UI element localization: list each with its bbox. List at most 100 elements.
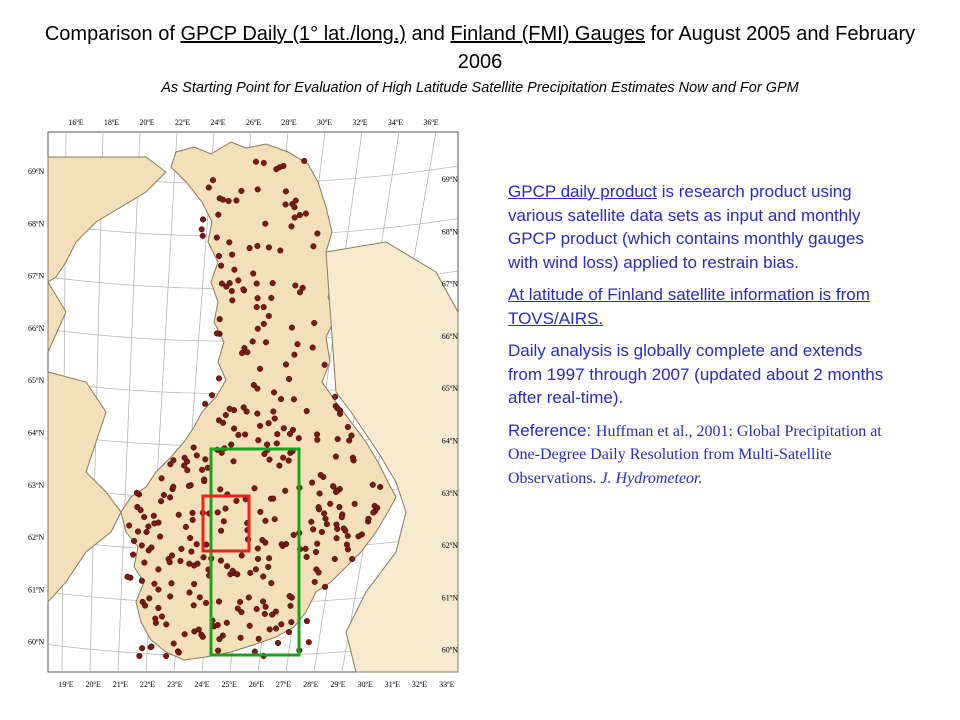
station-dot: [255, 635, 262, 642]
para-tovs: At latitude of Finland satellite informa…: [508, 283, 890, 330]
station-dot: [338, 514, 345, 521]
sweden-coast: [47, 280, 122, 604]
top-lon-label: 30ºE: [317, 118, 332, 127]
station-dot: [334, 436, 341, 443]
station-dot: [254, 325, 261, 332]
station-dot: [199, 216, 207, 223]
station-dot: [351, 500, 358, 507]
station-dot: [187, 534, 194, 542]
station-dot: [199, 232, 206, 239]
station-dot: [348, 432, 355, 439]
station-dot: [262, 517, 269, 524]
station-dot: [223, 619, 230, 626]
station-dot: [344, 546, 351, 553]
station-dot: [346, 437, 353, 444]
station-dot: [193, 452, 200, 459]
station-dot: [305, 639, 312, 646]
station-dot: [253, 303, 260, 311]
station-dot: [244, 349, 251, 356]
reference-label: Reference:: [508, 420, 596, 440]
station-dot: [239, 349, 246, 357]
right-latitude-labels: 69ºN 68ºN 67ºN 66ºN 65ºN 64ºN 63ºN 62ºN 61ºN 60ºN: [442, 175, 458, 655]
station-dot: [234, 605, 241, 612]
station-dot: [160, 491, 167, 499]
bottom-lon-label: 24ºE: [194, 680, 209, 689]
station-dot: [241, 344, 248, 352]
station-dot: [254, 295, 261, 302]
station-dot: [256, 365, 264, 372]
slide-title: Comparison of GPCP Daily (1° lat./long.)…: [40, 20, 920, 76]
station-dot: [234, 571, 241, 578]
station-dot: [365, 515, 372, 522]
station-dot: [163, 652, 170, 660]
station-dot: [146, 595, 153, 602]
station-dot: [238, 552, 245, 559]
station-dot: [260, 159, 267, 166]
station-dot: [265, 312, 272, 320]
station-dot: [205, 184, 212, 191]
station-dot: [228, 441, 235, 448]
station-dot: [229, 567, 236, 574]
station-dot: [215, 647, 222, 654]
station-dot: [277, 396, 285, 403]
station-dot: [138, 577, 145, 584]
station-dot: [288, 619, 295, 626]
station-dot: [370, 509, 377, 516]
right-lat-label: 64ºN: [442, 437, 458, 446]
station-dot: [276, 462, 283, 469]
station-dot: [254, 186, 261, 193]
title-link-gpcp[interactable]: GPCP Daily (1° lat./long.): [180, 23, 406, 45]
station-dot: [344, 423, 351, 431]
left-lat-label: 69ºN: [28, 167, 44, 176]
gpcp-daily-link[interactable]: GPCP daily product: [508, 182, 657, 201]
station-dot: [278, 541, 285, 548]
station-dot: [200, 554, 207, 561]
right-lat-label: 66ºN: [442, 332, 458, 341]
station-dot: [332, 393, 339, 400]
station-dot: [314, 230, 321, 237]
station-dot: [303, 553, 310, 560]
right-lat-label: 65ºN: [442, 384, 458, 393]
top-lon-label: 26ºE: [246, 118, 261, 127]
station-dot: [157, 533, 164, 540]
station-dot: [228, 288, 235, 295]
station-dot: [272, 608, 279, 615]
station-dot: [308, 518, 315, 525]
title-link-fmi[interactable]: Finland (FMI) Gauges: [450, 23, 645, 45]
station-dot: [196, 594, 203, 601]
station-dot: [344, 532, 351, 539]
station-dot: [184, 467, 191, 474]
tovs-airs-link[interactable]: At latitude of Finland satellite informa…: [508, 285, 870, 328]
station-dot: [214, 621, 221, 629]
station-dot: [246, 622, 253, 629]
station-dot: [311, 578, 318, 586]
station-dot: [229, 251, 236, 258]
station-dot: [260, 320, 267, 327]
station-dot: [170, 483, 177, 490]
station-dot: [233, 197, 240, 204]
para-gpcp-text: is research product using various satell…: [508, 182, 864, 272]
station-dot: [202, 400, 209, 407]
station-dot: [181, 454, 188, 461]
station-dot: [155, 604, 162, 612]
station-dot: [170, 457, 177, 464]
station-dot: [280, 162, 287, 170]
para-gpcp: GPCP daily product is research product u…: [508, 180, 890, 274]
station-dot: [218, 262, 225, 269]
station-dot: [272, 625, 280, 632]
station-dot: [314, 540, 321, 547]
station-dot: [250, 381, 257, 389]
station-dot: [240, 404, 247, 411]
station-dot: [143, 528, 150, 536]
top-lon-label: 34ºE: [388, 118, 403, 127]
station-dot: [257, 422, 264, 429]
station-dot: [242, 431, 249, 438]
top-lon-label: 22ºE: [175, 118, 190, 127]
station-dot: [273, 440, 280, 447]
station-dot: [290, 396, 297, 403]
finland-station-map: 16ºE 18ºE 20ºE 22ºE 24ºE 26ºE 28ºE 30ºE 32ºE 34ºE…: [26, 112, 460, 692]
station-dot: [191, 580, 198, 588]
station-dot: [224, 563, 231, 570]
bottom-lon-label: 22ºE: [140, 680, 155, 689]
station-dot: [266, 626, 273, 633]
